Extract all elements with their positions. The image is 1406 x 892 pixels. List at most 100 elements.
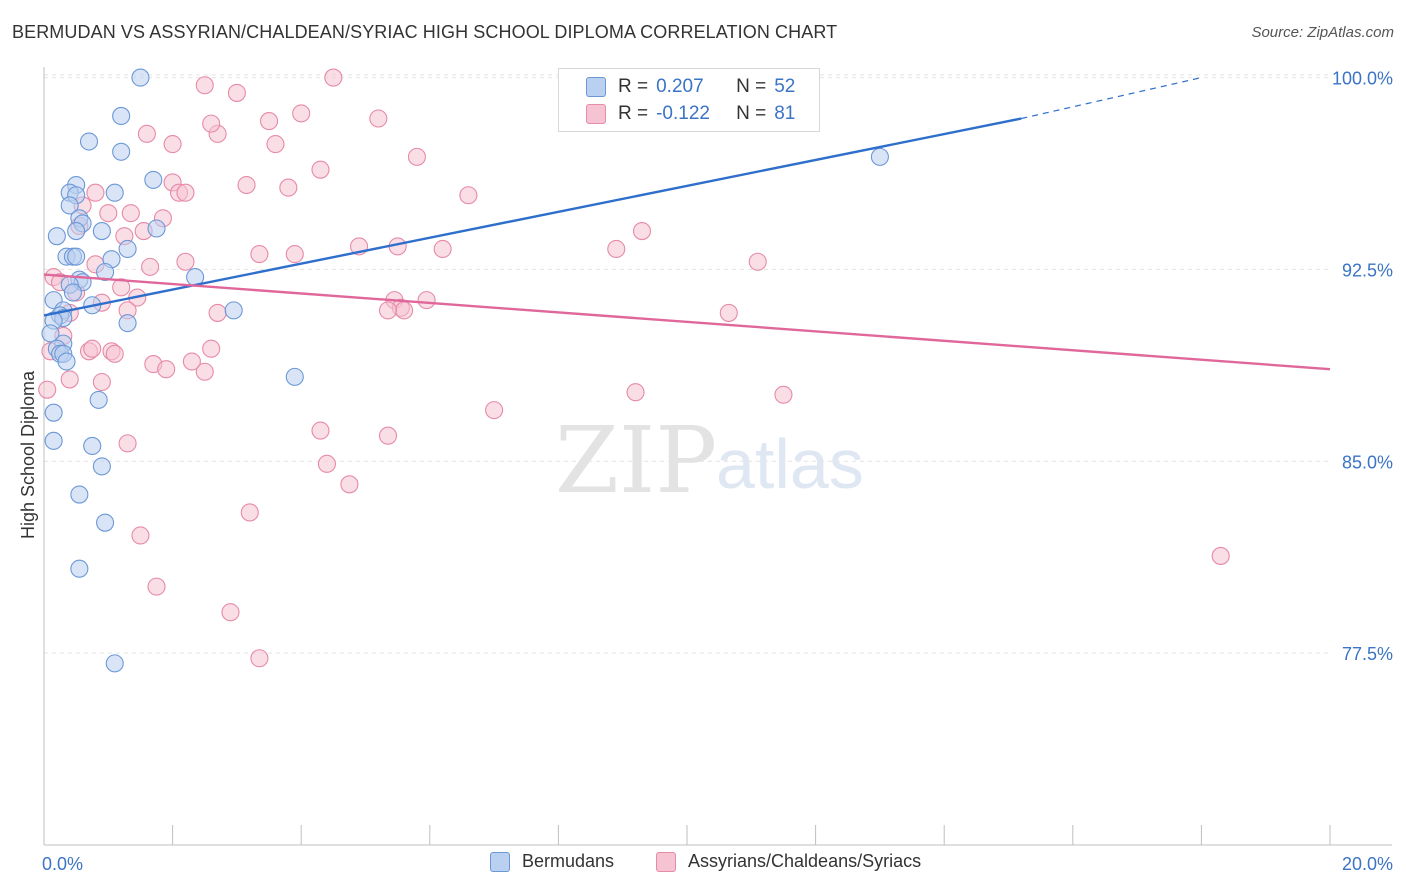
assyrian-point <box>86 183 105 202</box>
bermudan-point <box>118 314 137 333</box>
bermudan-point <box>67 247 86 266</box>
assyrian-point <box>92 372 111 392</box>
bermudan-trend-line <box>43 117 1022 317</box>
legend-swatch-blue <box>490 851 510 872</box>
assyrian-point <box>407 147 426 166</box>
assyrian-point <box>208 303 227 322</box>
assyrian-point <box>340 475 359 494</box>
assyrian-point <box>83 339 102 358</box>
assyrian-point <box>266 135 285 154</box>
assyrian-point <box>378 301 398 320</box>
assyrian-point <box>632 222 652 241</box>
watermark-atlas: atlas <box>716 425 864 503</box>
assyrian-point <box>163 135 182 154</box>
assyrian-point <box>459 186 478 205</box>
assyrian-point <box>60 370 79 389</box>
assyrian-trend-line <box>43 273 1331 371</box>
assyrian-point <box>157 360 176 379</box>
assyrian-point <box>141 257 160 276</box>
bermudan-point <box>83 436 102 455</box>
assyrian-point <box>112 278 131 297</box>
legend-label-assyrians: Assyrians/Chaldeans/Syriacs <box>688 851 922 871</box>
legend-item-bermudans[interactable]: Bermudans <box>490 851 614 872</box>
legend-r-value: 0.207 <box>656 76 704 97</box>
legend-n-label: N = <box>736 103 767 124</box>
assyrian-point <box>105 344 124 363</box>
assyrian-point <box>324 68 343 87</box>
legend-swatch-pink <box>656 851 676 872</box>
y-tick-label: 100.0% <box>1332 69 1393 89</box>
bermudan-point <box>147 219 166 238</box>
assyrian-point <box>417 291 436 310</box>
tick-labels: 77.5% 85.0% 92.5% 100.0% 0.0% 20.0% <box>42 69 1393 874</box>
legend-r-value: -0.122 <box>656 103 710 124</box>
assyrian-point <box>292 104 311 123</box>
data-points <box>38 68 1230 673</box>
legend-swatch-blue <box>586 77 606 97</box>
bermudan-point <box>144 170 163 189</box>
x-tick-label: 20.0% <box>1342 854 1393 874</box>
assyrian-point <box>433 239 452 259</box>
bottom-legend: Bermudans Assyrians/Chaldeans/Syriacs <box>0 851 1406 877</box>
axes <box>43 67 1392 846</box>
bermudan-point <box>44 431 63 450</box>
assyrian-point <box>774 385 793 404</box>
assyrian-point <box>719 303 738 322</box>
legend-r-label: R = <box>618 103 649 124</box>
bermudan-point <box>60 196 79 215</box>
y-tick-label: 85.0% <box>1342 452 1393 472</box>
legend-row-assyrians: R = -0.122 N = 81 <box>559 101 795 127</box>
assyrian-point <box>195 76 214 95</box>
assyrian-point <box>176 252 195 271</box>
assyrian-point <box>195 362 214 381</box>
bermudan-point <box>92 222 111 241</box>
bermudan-point <box>44 403 63 422</box>
source-label: Source: ZipAtlas.com <box>1251 24 1394 41</box>
y-axis-label: High School Diploma <box>18 370 38 539</box>
bermudan-point <box>224 301 243 320</box>
assyrian-point <box>1211 546 1230 565</box>
trend-lines <box>43 76 1331 371</box>
bermudan-point <box>89 390 108 409</box>
bermudan-point <box>131 68 150 87</box>
legend-label-bermudans: Bermudans <box>522 851 615 871</box>
assyrian-point <box>485 401 504 420</box>
bermudan-point <box>112 142 131 161</box>
assyrian-point <box>626 383 645 402</box>
bermudan-point <box>112 106 131 126</box>
assyrian-point <box>748 252 767 271</box>
y-tick-label: 92.5% <box>1342 260 1393 280</box>
assyrian-point <box>250 245 269 264</box>
legend-n-value: 52 <box>774 76 796 97</box>
legend-n-value: 81 <box>774 103 796 124</box>
assyrian-point <box>182 352 201 371</box>
bermudan-point <box>63 283 82 302</box>
bermudan-point <box>96 262 115 282</box>
bermudan-point <box>70 559 89 578</box>
assyrian-point <box>237 175 256 195</box>
assyrian-point <box>147 577 166 596</box>
bermudan-point <box>70 485 89 504</box>
assyrian-point <box>250 649 269 668</box>
assyrian-point <box>240 503 259 522</box>
assyrian-point <box>607 239 626 259</box>
x-tick-label: 0.0% <box>42 854 83 874</box>
assyrian-point <box>259 112 279 131</box>
assyrian-point <box>311 421 330 440</box>
legend-box: R = 0.207 N = 52 R = -0.122 N = 81 <box>558 68 820 132</box>
y-tick-label: 77.5% <box>1342 644 1393 664</box>
legend-n-label: N = <box>736 76 767 97</box>
assyrian-point <box>227 83 246 102</box>
legend-item-assyrians[interactable]: Assyrians/Chaldeans/Syriacs <box>656 851 921 872</box>
legend-swatch-pink <box>586 104 606 124</box>
bermudan-point <box>105 183 124 202</box>
bermudan-point <box>41 324 60 343</box>
assyrian-point <box>118 434 137 453</box>
legend-r-label: R = <box>618 76 649 97</box>
assyrian-point <box>317 454 336 473</box>
legend-row-bermudans: R = 0.207 N = 52 <box>559 74 795 100</box>
bermudan-point <box>47 227 66 246</box>
assyrian-point <box>202 114 221 133</box>
assyrian-point <box>311 160 330 179</box>
